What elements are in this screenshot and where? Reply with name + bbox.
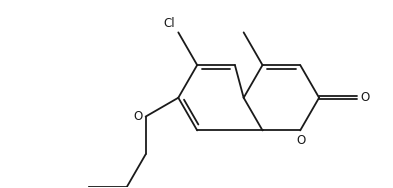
Text: O: O <box>134 110 143 123</box>
Text: O: O <box>297 134 306 147</box>
Text: O: O <box>361 91 370 104</box>
Text: Cl: Cl <box>164 17 175 30</box>
